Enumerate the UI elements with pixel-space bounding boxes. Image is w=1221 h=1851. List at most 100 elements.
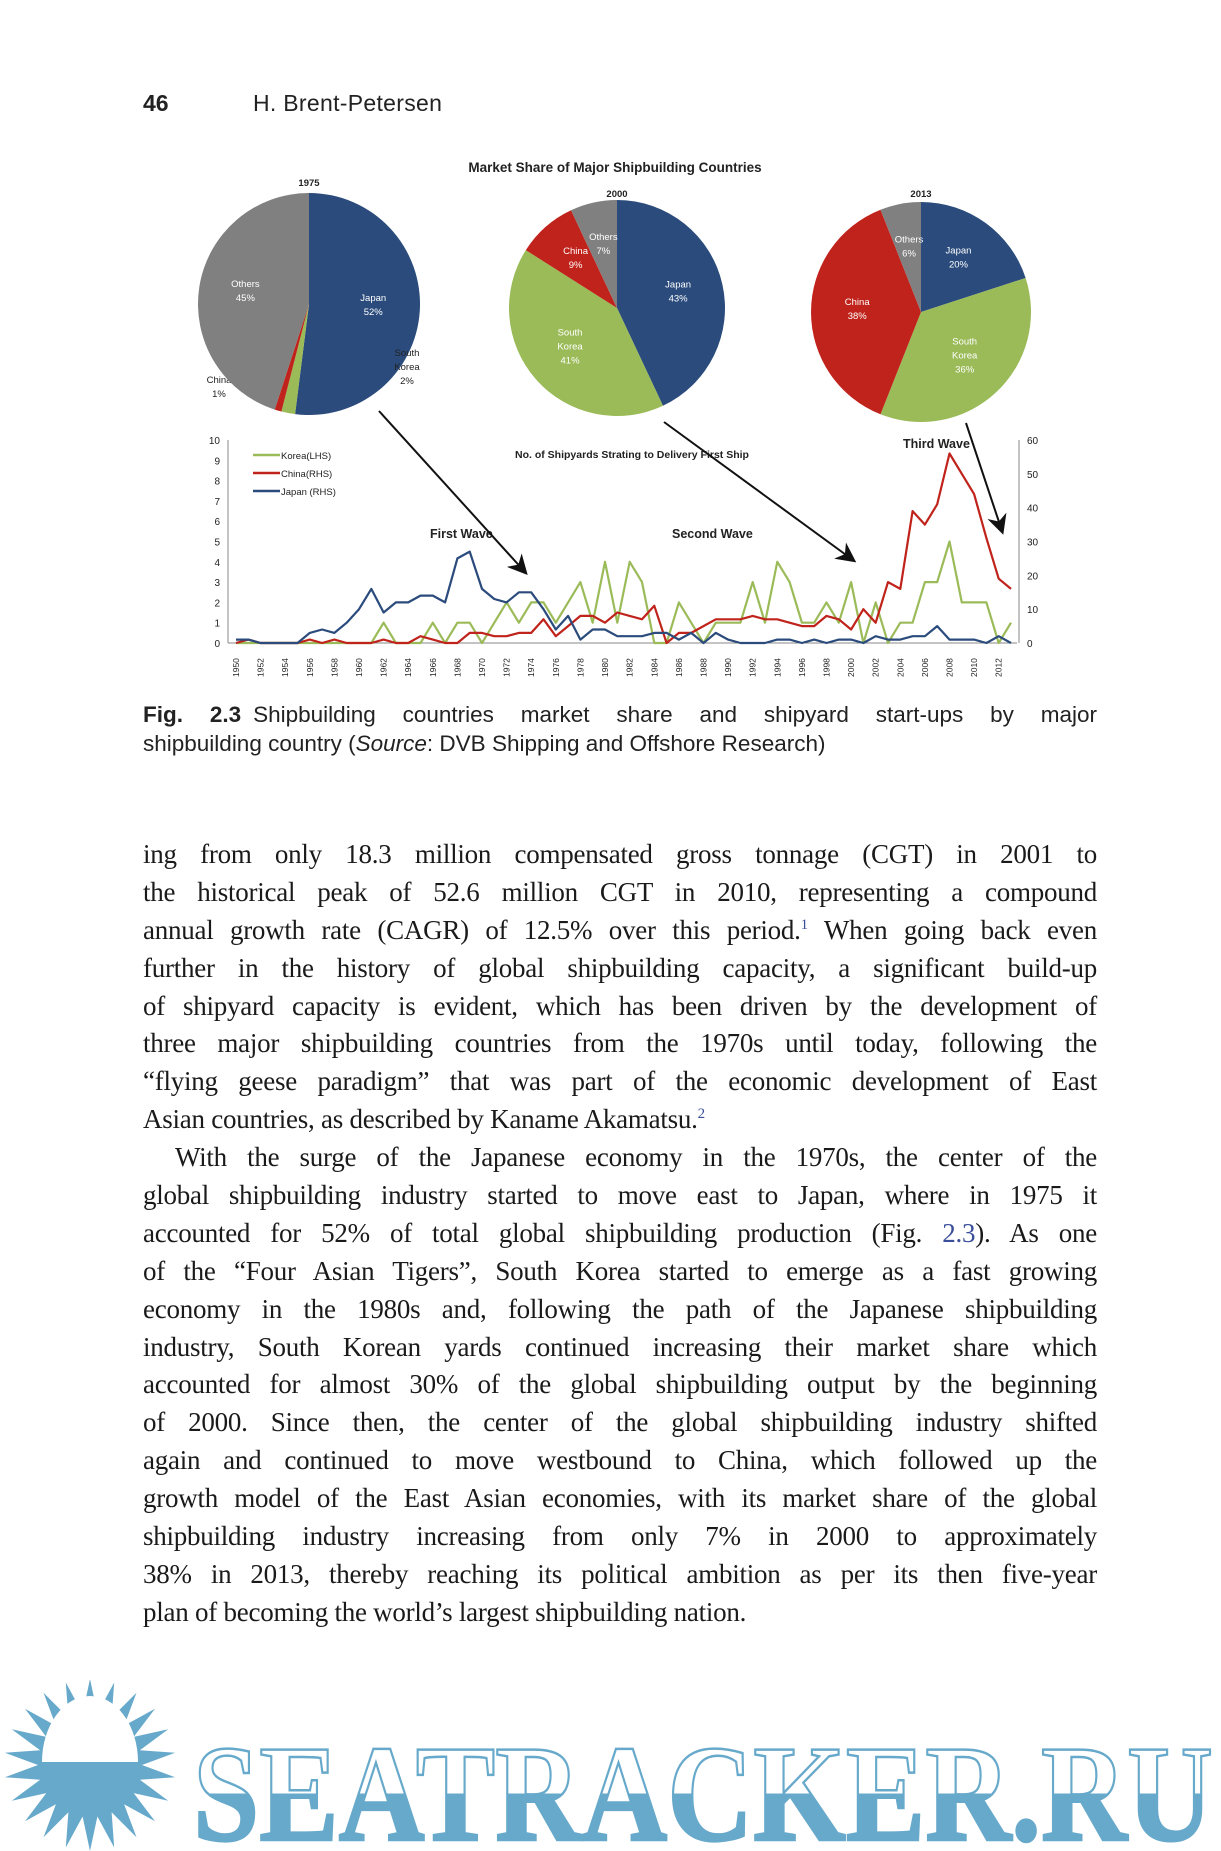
text-line: “flying geese paradigm” that was part of… [143, 1063, 1097, 1101]
text-segment: shipbuilding industry increasing from on… [143, 1521, 1097, 1552]
x-tick-label: 1962 [379, 658, 389, 677]
pie-slice-label: China 1% [207, 375, 233, 400]
pie-slice-label: China 9% [563, 246, 589, 271]
figure-link[interactable]: 2.3 [942, 1217, 976, 1248]
legend-label: Japan (RHS) [281, 487, 336, 498]
x-tick-label: 1960 [354, 658, 364, 677]
footnote-ref[interactable]: 1 [800, 916, 809, 933]
pie-slice-others [571, 200, 617, 308]
pie-slice-label: South Korea 41% [557, 327, 583, 366]
body-text: ing from only 18.3 million compensated g… [143, 836, 1097, 1632]
pie-slice-south-korea [880, 278, 1032, 423]
x-tick-label: 1968 [452, 658, 462, 677]
text-segment: When going back even [807, 914, 1097, 945]
text-segment: plan of becoming the world’s largest shi… [143, 1596, 747, 1627]
text-segment: accounted for 52% of total global shipbu… [143, 1217, 943, 1248]
x-tick-label: 1982 [625, 658, 635, 677]
text-segment: economy in the 1980s and, following the … [143, 1293, 1097, 1324]
text-segment: again and continued to move westbound to… [143, 1445, 1097, 1476]
x-tick-label: 1956 [305, 658, 315, 677]
pie-year-label: 2000 [606, 189, 627, 200]
pie-slice-label: Others 45% [231, 279, 260, 304]
caption-source-label: Source [355, 731, 427, 756]
pie-slice-label: Japan 20% [946, 245, 972, 270]
text-segment: of shipyard capacity is evident, which h… [143, 990, 1097, 1021]
pie-year-label: 2013 [910, 189, 931, 200]
pie-slice-label: Others 7% [589, 232, 618, 257]
pie-chart-1975: 1975 Japan 52% South Korea 2% China 1% Others 45% [198, 178, 420, 415]
text-segment: With the surge of the Japanese economy i… [175, 1142, 1097, 1173]
text-line: of the “Four Asian Tigers”, South Korea … [143, 1253, 1097, 1291]
sun-icon [4, 1680, 176, 1851]
x-tick-label: 1994 [772, 658, 782, 677]
running-head-author: H. Brent-Petersen [253, 90, 443, 116]
y-right-tick-label: 60 [1027, 436, 1039, 447]
y-right-tick-label: 40 [1027, 504, 1039, 515]
x-tick-label: 2008 [944, 658, 954, 677]
pie-slice-japan [921, 202, 1026, 312]
y-left-tick-label: 9 [214, 456, 220, 467]
y-right-tick-label: 30 [1027, 538, 1039, 549]
text-segment: further in the history of global shipbui… [143, 952, 1097, 983]
x-tick-label: 1998 [821, 658, 831, 677]
y-left-tick-label: 0 [214, 639, 220, 650]
y-left-tick-label: 4 [214, 558, 220, 569]
caption-text: : DVB Shipping and Offshore Research) [426, 731, 826, 756]
x-tick-label: 1988 [698, 658, 708, 677]
legend-label: China(RHS) [281, 469, 332, 480]
series-line-korealhs [236, 540, 1012, 645]
text-line: the historical peak of 52.6 million CGT … [143, 874, 1097, 912]
x-tick-label: 2002 [871, 658, 881, 677]
arrow-icon [378, 410, 528, 575]
x-tick-label: 2000 [846, 658, 856, 677]
pie-slice-japan [295, 193, 420, 415]
text-line: accounted for 52% of total global shipbu… [143, 1215, 1097, 1253]
y-right-tick-label: 10 [1027, 605, 1039, 616]
pie-slice-label: China 38% [845, 297, 871, 322]
x-tick-label: 1986 [674, 658, 684, 677]
pie-slice-south-korea [281, 304, 309, 415]
text-segment: the historical peak of 52.6 million CGT … [143, 876, 1097, 907]
text-segment: growth model of the East Asian economies… [143, 1483, 1097, 1514]
pie-slice-china [525, 210, 617, 308]
arrow-icon [663, 421, 857, 563]
text-line: growth model of the East Asian economies… [143, 1480, 1097, 1518]
text-segment: global shipbuilding industry started to … [143, 1180, 1097, 1211]
line-chart: 0 1 2 3 4 5 6 7 8 9 10 0 10 20 30 40 50 60 1950 1952 1954 195… [209, 436, 1039, 677]
text-segment: of the “Four Asian Tigers”, South Korea … [143, 1255, 1097, 1286]
watermark-text: SEATRACKER.RU [193, 1717, 1213, 1851]
x-tick-label: 2006 [920, 658, 930, 677]
text-line: Asian countries, as described by Kaname … [143, 1101, 1097, 1139]
text-segment: ). As one [975, 1217, 1097, 1248]
text-line: of shipyard capacity is evident, which h… [143, 988, 1097, 1026]
x-tick-label: 1984 [649, 658, 659, 677]
x-tick-label: 1970 [477, 658, 487, 677]
text-segment: of 2000. Since then, the center of the g… [143, 1407, 1097, 1438]
text-line: ing from only 18.3 million compensated g… [143, 836, 1097, 874]
text-segment: Asian countries, as described by Kaname … [143, 1104, 698, 1135]
y-left-tick-label: 2 [214, 598, 220, 609]
figure-caption: Fig. 2.3 Shipbuilding countries market sh… [143, 700, 1097, 758]
caption-label: Fig. 2.3 [143, 702, 242, 727]
text-line: global shipbuilding industry started to … [143, 1177, 1097, 1215]
x-tick-label: 1966 [428, 658, 438, 677]
x-tick-label: 1964 [403, 658, 413, 677]
y-left-tick-label: 8 [214, 477, 220, 488]
pie-slice-others [198, 193, 309, 410]
pie-slice-japan [617, 200, 726, 406]
pie-slice-china [274, 304, 309, 412]
caption-text: shipbuilding country ( [143, 731, 356, 756]
x-tick-label: 1980 [600, 658, 610, 677]
x-tick-label: 2010 [969, 658, 979, 677]
y-right-tick-label: 0 [1027, 639, 1033, 650]
seatracker-watermark: SEATRACKER.RU [4, 1680, 1214, 1851]
wave-annotation: Second Wave [672, 527, 753, 541]
pie-slice-label: South Korea 36% [952, 337, 978, 376]
x-tick-label: 2012 [994, 658, 1004, 677]
y-left-tick-label: 7 [214, 497, 220, 508]
x-tick-label: 1974 [526, 658, 536, 677]
text-line: of 2000. Since then, the center of the g… [143, 1404, 1097, 1442]
text-line: With the surge of the Japanese economy i… [143, 1139, 1097, 1177]
footnote-ref[interactable]: 2 [697, 1106, 706, 1123]
x-tick-label: 1952 [256, 658, 266, 677]
